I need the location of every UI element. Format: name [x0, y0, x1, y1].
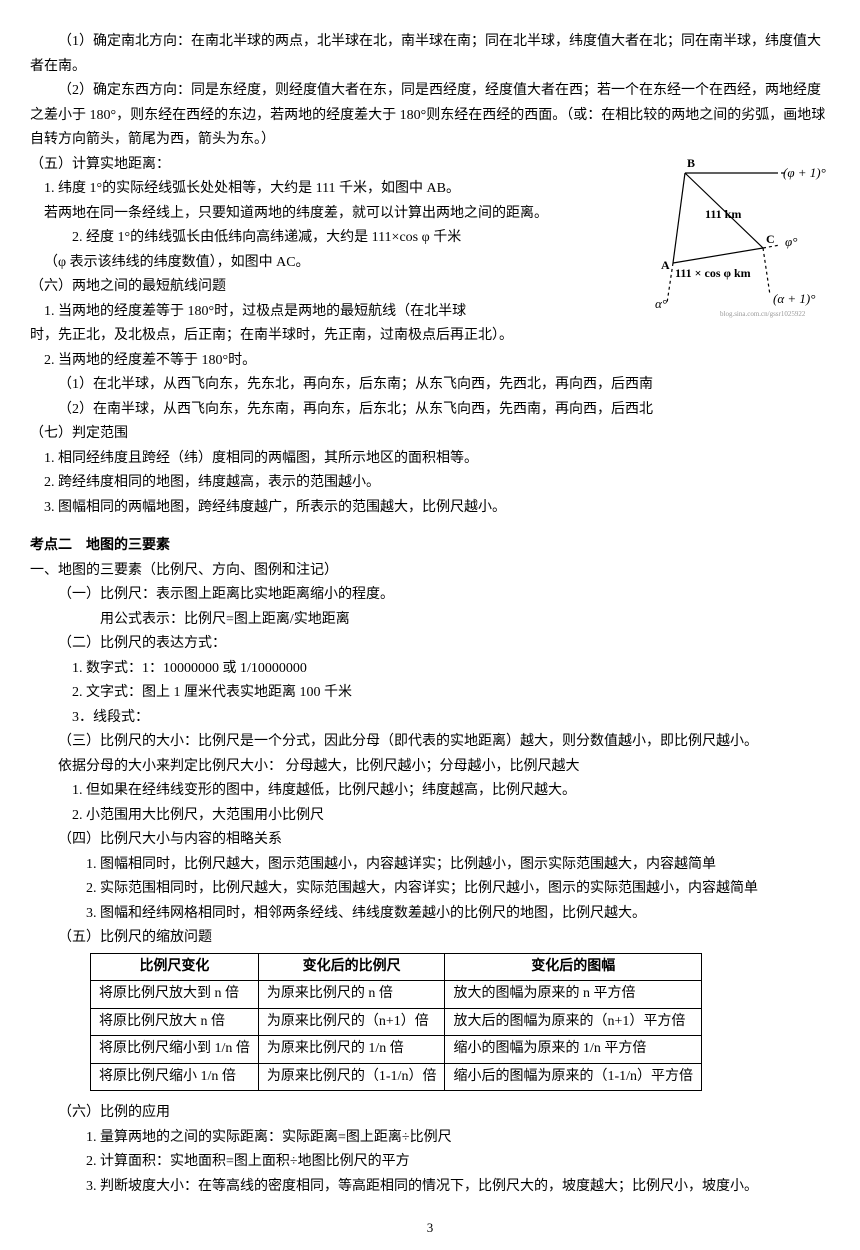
- map-section-2: （二）比例尺的表达方式：: [30, 632, 830, 657]
- svg-text:B: B: [687, 156, 695, 170]
- map-3-1: 1. 但如果在经纬线变形的图中，纬度越低，比例尺越小；纬度越高，比例尺越大。: [30, 779, 830, 804]
- map-4-1: 1. 图幅相同时，比例尺越大，图示范围越小，内容越详实；比例越小，图示实际范围越…: [30, 853, 830, 878]
- s6-item-2: 2. 当两地的经度差不等于 180°时。: [30, 349, 830, 374]
- table-header-row: 比例尺变化 变化后的比例尺 变化后的图幅: [91, 953, 702, 981]
- svg-text:α°: α°: [655, 296, 667, 311]
- map-2-2: 2. 文字式：图上 1 厘米代表实地距离 100 千米: [30, 681, 830, 706]
- map-4-3: 3. 图幅和经纬网格相同时，相邻两条经线、纬线度数差越小的比例尺的地图，比例尺越…: [30, 902, 830, 927]
- section-7-title: （七）判定范围: [30, 422, 830, 447]
- svg-text:111 × cos φ km: 111 × cos φ km: [675, 266, 751, 280]
- map-3a: 依据分母的大小来判定比例尺大小： 分母越大，比例尺越小；分母越小，比例尺越大: [30, 755, 830, 780]
- map-section-5: （五）比例尺的缩放问题: [30, 926, 830, 951]
- svg-text:blog.sina.com.cn/gssr1025922: blog.sina.com.cn/gssr1025922: [720, 310, 806, 318]
- svg-text:C: C: [766, 232, 775, 246]
- s6-item-1b: 时，先正北，及北极点，后正南；在南半球时，先正南，过南极点后再正北）。: [30, 324, 830, 349]
- map-2-3: 3．线段式：: [30, 706, 830, 731]
- th-after-scale: 变化后的比例尺: [258, 953, 445, 981]
- map-4-2: 2. 实际范围相同时，比例尺越大，实际范围越大，内容详实；比例尺越小，图示的实际…: [30, 877, 830, 902]
- svg-text:(φ + 1)°: (φ + 1)°: [783, 165, 826, 180]
- s7-item-2: 2. 跨经纬度相同的地图，纬度越高，表示的范围越小。: [30, 471, 830, 496]
- table-row: 将原比例尺缩小到 1/n 倍 为原来比例尺的 1/n 倍 缩小的图幅为原来的 1…: [91, 1036, 702, 1064]
- map-6-3: 3. 判断坡度大小：在等高线的密度相同，等高距相同的情况下，比例尺大的，坡度越大…: [30, 1175, 830, 1200]
- map-section-6: （六）比例的应用: [30, 1101, 830, 1126]
- s7-item-1: 1. 相同经纬度且跨经（纬）度相同的两幅图，其所示地区的面积相等。: [30, 447, 830, 472]
- svg-text:111 km: 111 km: [705, 207, 741, 221]
- kp2-intro: 一、地图的三要素（比例尺、方向、图例和注记）: [30, 559, 830, 584]
- table-row: 将原比例尺放大到 n 倍 为原来比例尺的 n 倍 放大的图幅为原来的 n 平方倍: [91, 981, 702, 1009]
- th-after-size: 变化后的图幅: [445, 953, 702, 981]
- para-determine-ns: （1）确定南北方向：在南北半球的两点，北半球在北，南半球在南；同在北半球，纬度值…: [30, 30, 830, 79]
- th-change: 比例尺变化: [91, 953, 259, 981]
- table-row: 将原比例尺放大 n 倍 为原来比例尺的（n+1）倍 放大后的图幅为原来的（n+1…: [91, 1008, 702, 1036]
- keypoint-2-title: 考点二 地图的三要素: [30, 534, 830, 559]
- s7-item-3: 3. 图幅相同的两幅地图，跨经纬度越广，所表示的范围越大，比例尺越小。: [30, 496, 830, 521]
- para-determine-ew: （2）确定东西方向：同是东经度，则经度值大者在东，同是西经度，经度值大者在西；若…: [30, 79, 830, 153]
- s6-item-2-2: （2）在南半球，从西飞向东，先东南，再向东，后东北；从东飞向西，先西南，再向西，…: [30, 398, 830, 423]
- meridian-parallel-figure: B A C (φ + 1)° φ° α° (α + 1)° 111 km 111…: [625, 153, 830, 328]
- s6-item-2-1: （1）在北半球，从西飞向东，先东北，再向东，后东南；从东飞向西，先西北，再向西，…: [30, 373, 830, 398]
- svg-text:A: A: [661, 258, 670, 272]
- map-2-1: 1. 数字式：1：10000000 或 1/10000000: [30, 657, 830, 682]
- page-number: 3: [30, 1217, 830, 1240]
- table-row: 将原比例尺缩小 1/n 倍 为原来比例尺的（1-1/n）倍 缩小后的图幅为原来的…: [91, 1063, 702, 1091]
- map-6-2: 2. 计算面积：实地面积=图上面积÷地图比例尺的平方: [30, 1150, 830, 1175]
- map-section-3: （三）比例尺的大小：比例尺是一个分式，因此分母（即代表的实地距离）越大，则分数值…: [30, 730, 830, 755]
- svg-text:(α + 1)°: (α + 1)°: [773, 291, 815, 306]
- map-section-1b: 用公式表示：比例尺=图上距离/实地距离: [30, 608, 830, 633]
- map-3-2: 2. 小范围用大比例尺，大范围用小比例尺: [30, 804, 830, 829]
- svg-text:φ°: φ°: [785, 234, 797, 249]
- map-section-4: （四）比例尺大小与内容的相略关系: [30, 828, 830, 853]
- map-6-1: 1. 量算两地的之间的实际距离：实际距离=图上距离÷比例尺: [30, 1126, 830, 1151]
- scale-change-table: 比例尺变化 变化后的比例尺 变化后的图幅 将原比例尺放大到 n 倍 为原来比例尺…: [90, 953, 702, 1092]
- map-section-1: （一）比例尺：表示图上距离比实地距离缩小的程度。: [30, 583, 830, 608]
